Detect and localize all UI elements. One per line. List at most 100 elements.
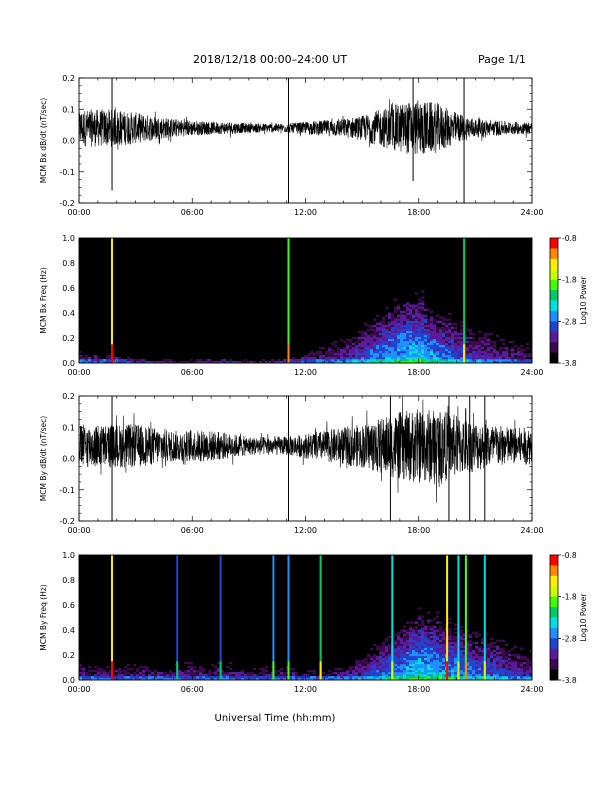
spectrogram-cell (223, 359, 227, 362)
spectrogram-cell (160, 676, 164, 679)
spectrogram-cell (484, 350, 488, 354)
spectrogram-cell (277, 678, 281, 681)
spectrogram-cell (448, 354, 452, 358)
spectrogram-cell (445, 354, 449, 358)
spectrogram-cell (418, 649, 422, 653)
spectrogram-cell (388, 663, 392, 667)
spectrogram-cell (475, 653, 479, 657)
spectrogram-cell (265, 674, 269, 677)
spectrogram-cell (493, 359, 497, 362)
spectrogram-cell (484, 352, 488, 356)
spectrogram-cell (388, 352, 392, 356)
spectrogram-cell (358, 338, 362, 342)
spectrogram-cell (373, 336, 377, 340)
spectrogram-cell (211, 671, 215, 675)
spectrogram-cell (415, 336, 419, 340)
spectrogram-cell (418, 348, 422, 352)
spectrogram-cell (241, 671, 245, 675)
spectrogram-cell (445, 332, 449, 336)
spectrogram-cell (367, 346, 371, 350)
spectrogram-cell (442, 352, 446, 356)
spectrogram-cell (436, 667, 440, 671)
spectrogram-cell (352, 342, 356, 346)
spectrogram-cell (391, 352, 395, 356)
colorbar-segment (550, 638, 558, 650)
spectrogram-cell (430, 334, 434, 338)
spectrogram-cell (100, 674, 104, 677)
spectrogram-cell (412, 308, 416, 311)
spectrogram-cell (418, 326, 422, 329)
spectrogram-cell (454, 659, 458, 663)
spectrogram-cell (379, 674, 383, 677)
spectrogram-cell (106, 678, 110, 681)
spectrogram-cell (451, 665, 455, 669)
spectrogram-cell (430, 641, 434, 644)
spectrogram-cell (493, 350, 497, 354)
spectrogram-cell (349, 361, 353, 364)
spectrogram-cell (430, 667, 434, 671)
spectrogram-cell (394, 320, 398, 323)
spectrogram-cell (403, 346, 407, 350)
spectrogram-cell (400, 316, 404, 319)
spectrogram-cell (403, 350, 407, 354)
spectrogram-cell (166, 359, 170, 362)
spectrogram-cell (448, 328, 452, 331)
spectrogram-cell (394, 318, 398, 321)
spectrogram-cell (127, 667, 131, 671)
spectrogram-cell (406, 676, 410, 679)
spectrogram-cell (79, 359, 83, 362)
spectrogram-cell (439, 678, 443, 681)
spectrogram-cell (394, 298, 398, 301)
spectrogram-cell (436, 346, 440, 350)
spectrogram-cell (394, 649, 398, 653)
spectrogram-cell (349, 359, 353, 362)
spectrogram-cell (400, 669, 404, 673)
spectrogram-cell (127, 359, 131, 362)
spectrogram-cell (511, 653, 515, 657)
spectrogram-cell (508, 665, 512, 669)
spectrogram-cell (523, 669, 527, 673)
spectrogram-cell (379, 653, 383, 657)
spectrogram-cell (382, 657, 386, 661)
spectrogram-cell (478, 661, 482, 665)
spectrogram-cell (364, 671, 368, 675)
spectrogram-cell (397, 667, 401, 671)
spectrogram-cell (292, 674, 296, 677)
spectrogram-cell (412, 663, 416, 667)
spectrogram-cell (412, 306, 416, 309)
spectrogram-cell (346, 671, 350, 675)
spectrogram-cell (412, 322, 416, 325)
spectrogram-cell (223, 671, 227, 675)
spectrogram-cell (448, 334, 452, 338)
colorbar-segment (550, 627, 558, 639)
spectrogram-cell (424, 330, 428, 333)
spectrogram-cell (430, 633, 434, 636)
spectrogram-cell (517, 655, 521, 659)
spectrogram-cell (202, 669, 206, 673)
spectrogram-cell (418, 316, 422, 319)
spectrogram-cell (355, 671, 359, 675)
y-tick-label: 1.0 (62, 234, 75, 243)
spectrogram-cell (505, 357, 509, 360)
spectrogram-cell (523, 357, 527, 360)
spectrogram-cell (418, 657, 422, 661)
spectrogram-cell (406, 330, 410, 333)
spectrogram-cell (364, 659, 368, 663)
spectrogram-cell (493, 655, 497, 659)
spectrogram-cell (472, 352, 476, 356)
spectrogram-cell (400, 674, 404, 677)
spectrogram-cell (484, 338, 488, 342)
spectrogram-cell (466, 667, 470, 671)
spectrogram-cell (394, 346, 398, 350)
spectrogram-cell (379, 661, 383, 665)
spectrogram-cell (424, 322, 428, 325)
spectrogram-cell (424, 359, 428, 362)
spectrogram-cell (469, 655, 473, 659)
spectrogram-cell (496, 678, 500, 681)
spectrogram-cell (478, 357, 482, 360)
y-tick-label: 0.8 (62, 576, 75, 585)
spectrogram-cell (496, 671, 500, 675)
spectrogram-cell (382, 663, 386, 667)
spectrogram-cell (454, 322, 458, 325)
spectrogram-cell (445, 326, 449, 329)
